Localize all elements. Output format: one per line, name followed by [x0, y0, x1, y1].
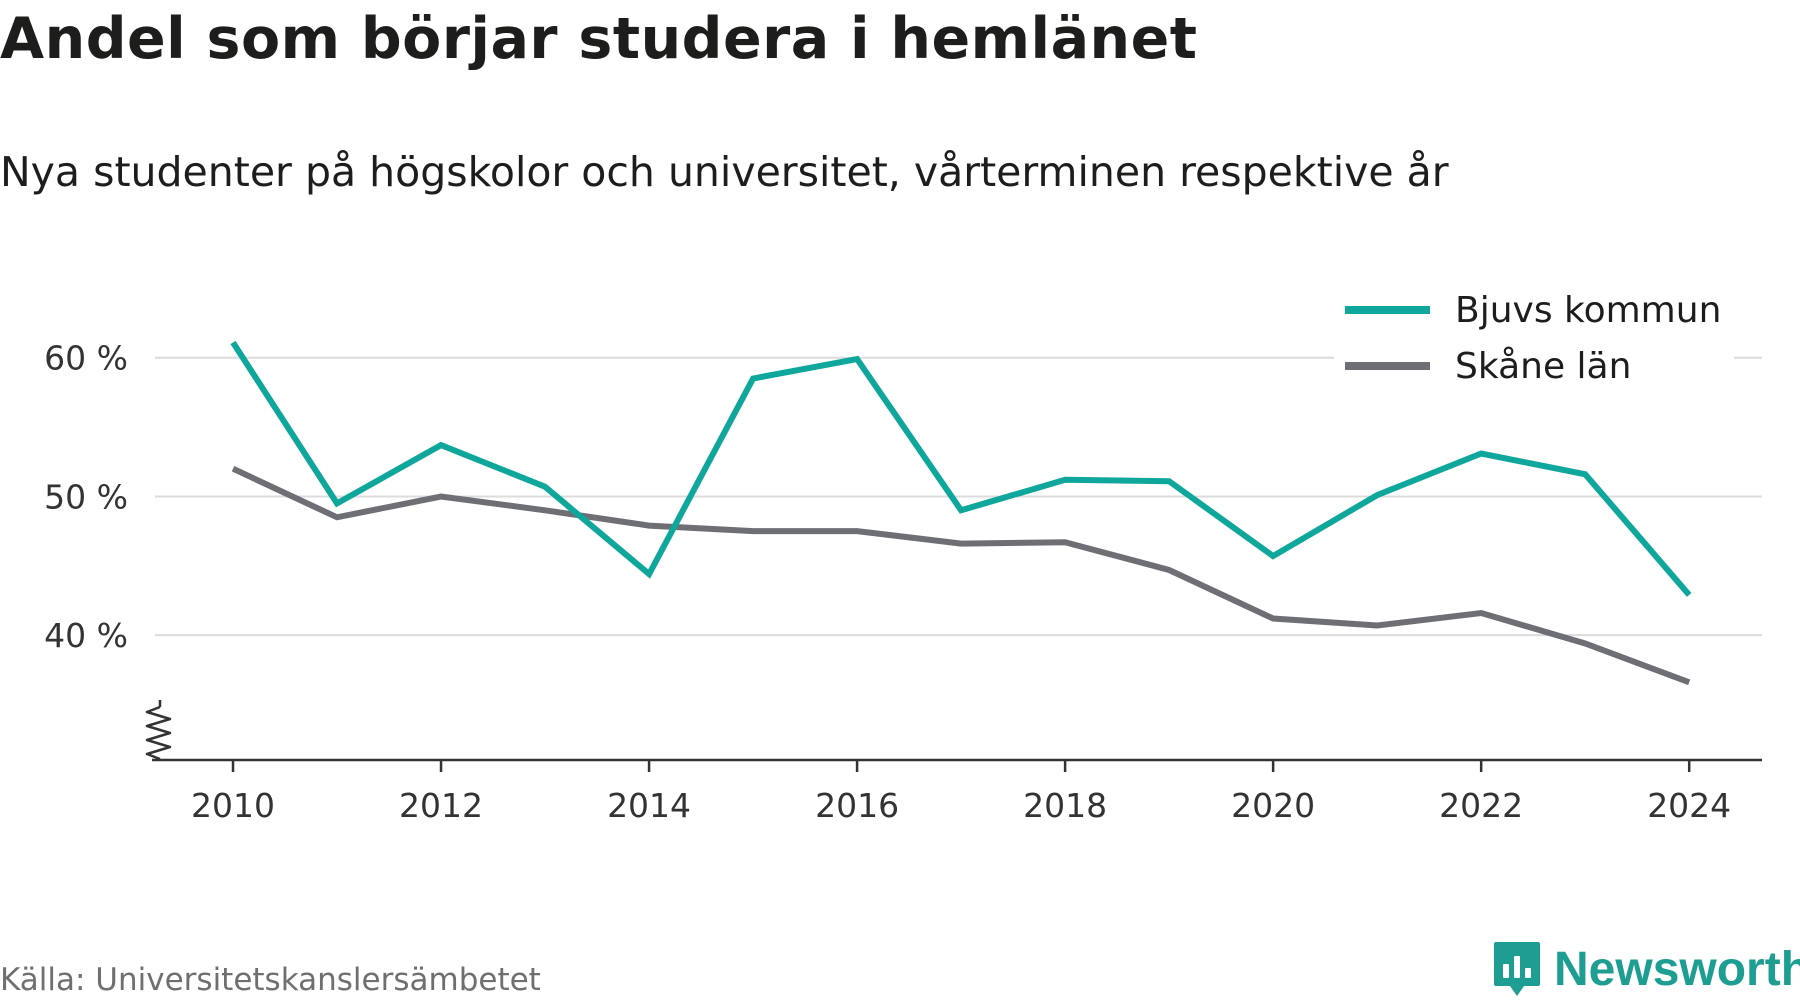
axes: 40 % 50 % 60 % 2010 2012 2014 2016 2018 2020 2022… [44, 339, 1762, 825]
source-note: Källa: Universitetskanslersämbetet [0, 962, 541, 998]
x-tick-label: 2022 [1439, 786, 1523, 825]
x-tick-label: 2014 [607, 786, 691, 825]
y-tick-label: 50 % [44, 477, 128, 516]
x-tick-label: 2012 [399, 786, 483, 825]
chart-subtitle: Nya studenter på högskolor och universit… [0, 148, 1449, 196]
y-tick-label: 60 % [44, 339, 128, 378]
newsworthy-logo-icon [1494, 942, 1540, 996]
legend: Bjuvs kommun Skåne län [1334, 285, 1734, 387]
x-tick-label: 2016 [815, 786, 899, 825]
x-tick-label: 2010 [191, 786, 275, 825]
chart-title: Andel som börjar studera i hemlänet [0, 6, 1198, 72]
brand-name: Newsworthy [1554, 942, 1800, 996]
series-line-skane-lan [231, 465, 1691, 686]
x-tick-label: 2018 [1023, 786, 1107, 825]
x-tick-label: 2020 [1231, 786, 1315, 825]
brand-logo: Newsworthy [1492, 940, 1800, 998]
series-line-bjuvs-kommun [230, 340, 1692, 597]
legend-label: Skåne län [1455, 346, 1631, 387]
grid-lines [155, 356, 1762, 637]
y-tick-label: 40 % [44, 616, 128, 655]
x-tick-label: 2024 [1647, 786, 1731, 825]
legend-label: Bjuvs kommun [1455, 290, 1721, 331]
series-lines [230, 340, 1692, 686]
y-axis-break-icon [145, 705, 172, 761]
